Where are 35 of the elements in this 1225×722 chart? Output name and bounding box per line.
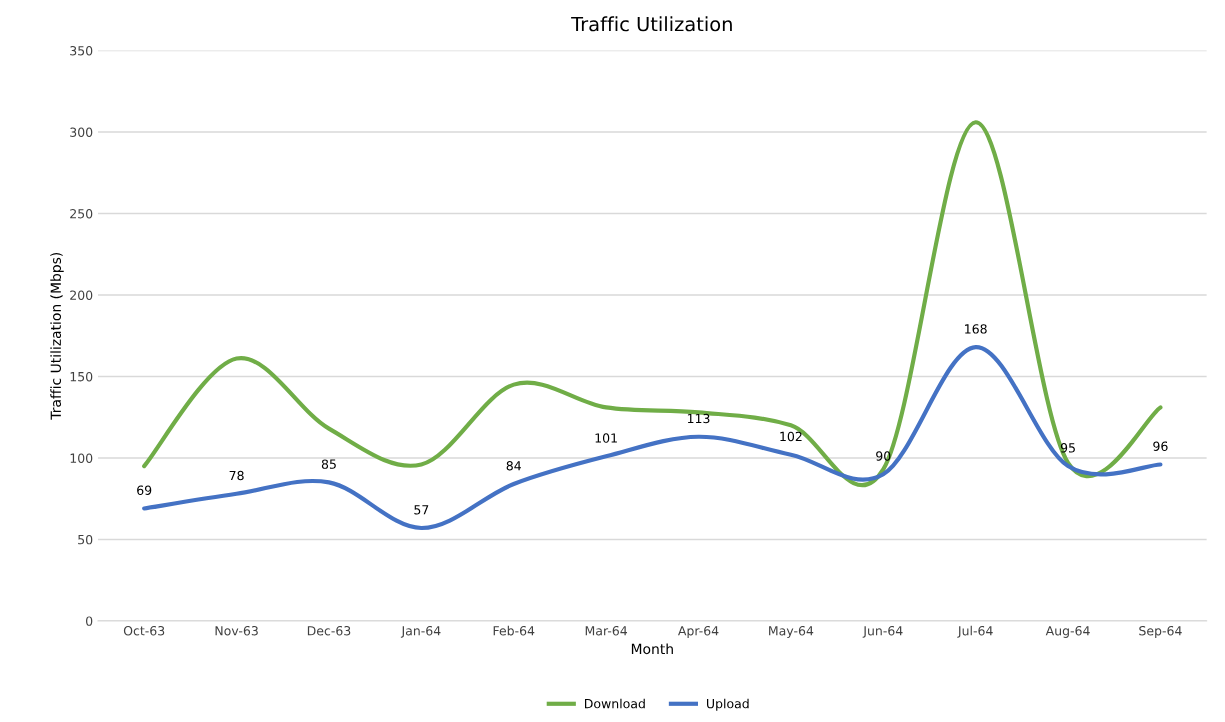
y-tick-label: 350 — [70, 46, 93, 56]
x-axis-title: Month — [631, 643, 673, 655]
y-tick-label: 100 — [70, 453, 93, 463]
data-label: 101 — [595, 433, 617, 443]
data-label: 57 — [414, 505, 429, 515]
y-axis-title: Traffic Utilization (Mbps) — [50, 252, 64, 420]
data-label: 69 — [137, 485, 152, 495]
legend-label: Upload — [707, 698, 749, 711]
y-tick-label: 250 — [70, 208, 93, 219]
data-label: 168 — [965, 324, 987, 334]
y-tick-label: 150 — [70, 371, 93, 382]
x-tick-label: May-64 — [769, 626, 814, 638]
y-tick-label: 300 — [70, 127, 93, 137]
x-tick-label: Oct-63 — [123, 626, 165, 636]
data-label: 78 — [229, 470, 244, 481]
y-tick-label: 0 — [86, 616, 93, 626]
data-label: 96 — [1153, 441, 1168, 451]
data-label: 113 — [687, 413, 710, 424]
y-tick-label: 200 — [70, 290, 93, 300]
x-tick-label: Apr-64 — [677, 626, 719, 638]
data-label: 85 — [321, 459, 336, 469]
legend-label: Download — [585, 698, 645, 709]
data-label: 102 — [780, 431, 802, 442]
x-tick-label: Mar-64 — [585, 626, 628, 636]
y-tick-label: 50 — [78, 534, 93, 545]
x-tick-label: Aug-64 — [1045, 626, 1090, 638]
data-label: 84 — [506, 461, 521, 471]
x-tick-label: Nov-63 — [215, 626, 258, 636]
x-tick-label: Jul-64 — [957, 625, 993, 638]
chart-title: Traffic Utilization — [571, 16, 732, 32]
x-tick-label: Sep-64 — [1139, 626, 1182, 638]
x-tick-label: Jan-64 — [400, 626, 441, 638]
x-tick-label: Dec-63 — [307, 626, 351, 636]
x-tick-label: Jun-64 — [862, 626, 903, 638]
x-tick-label: Feb-64 — [493, 625, 535, 636]
